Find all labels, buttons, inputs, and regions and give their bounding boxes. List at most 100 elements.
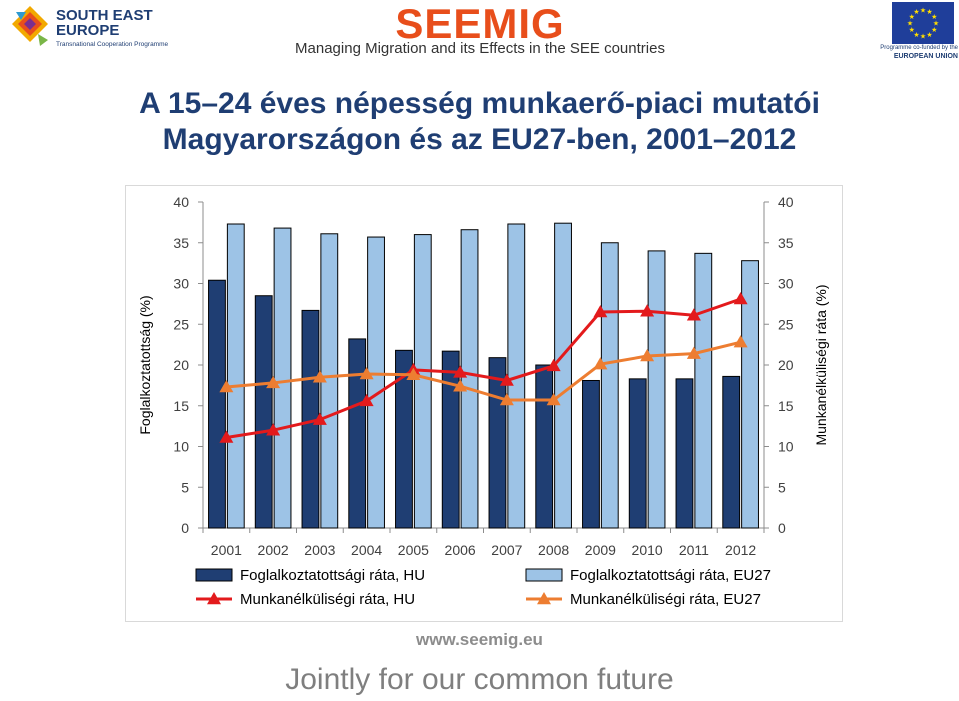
legend-unemployment-hu-label: Munkanélküliségi ráta, HU: [240, 591, 415, 608]
chart-frame: 0 0 5 5 10 10 15 15 20 20 25 25 30 30 35 35 40 40 2001 2002…: [125, 185, 843, 622]
bar-employment-hu: [675, 378, 694, 529]
see-logo-line2: EUROPE: [56, 22, 120, 39]
bar-employment-hu: [582, 379, 600, 529]
eu-star-icon: ★: [926, 8, 932, 16]
bar-employment-hu: [254, 295, 273, 529]
point-unemployment-hu: [312, 412, 327, 425]
page-title: A 15–24 éves népesség munkaerő-piaci mut…: [0, 86, 959, 158]
bar-employment-eu27: [741, 260, 759, 529]
eu-flag-logo: ★★★★★★★★★ ★ ★★: [892, 2, 954, 44]
point-unemployment-eu27: [546, 393, 561, 406]
y-tick-label-right: 10: [778, 439, 794, 455]
y-tick-label-right: 5: [778, 479, 786, 495]
eu-star-icon: ★: [926, 31, 932, 39]
page-title-line2: Magyarországon és az EU27-ben, 2001–2012: [162, 123, 797, 156]
x-tick-label: 2003: [304, 542, 335, 558]
bar-employment-hu: [628, 378, 647, 529]
bar-employment-eu27: [647, 250, 666, 529]
south-east-europe-logo: [12, 6, 48, 46]
seemig-logo-text: SEEMIG: [395, 2, 564, 42]
y-tick-label-left: 15: [173, 398, 189, 414]
bar-employment-eu27: [413, 234, 432, 529]
point-unemployment-eu27: [406, 367, 421, 381]
line-unemployment-eu27: [226, 340, 741, 402]
x-tick-label: 2005: [398, 542, 429, 558]
point-unemployment-hu: [453, 365, 468, 378]
x-tick-label: 2002: [258, 542, 289, 558]
point-unemployment-hu: [733, 291, 748, 305]
point-unemployment-hu: [499, 373, 514, 386]
y-tick-label-right: 15: [778, 398, 794, 414]
eu-star-icon: ★: [909, 26, 915, 34]
x-tick-label: 2010: [632, 542, 663, 558]
y-tick-label-left: 30: [173, 276, 189, 292]
y-tick-label-right: 35: [778, 235, 794, 251]
eu-star-icon: ★: [909, 13, 915, 21]
y-tick-label-left: 0: [181, 520, 189, 536]
point-unemployment-eu27: [733, 335, 748, 348]
eu-star-icon: ★: [933, 20, 939, 28]
bar-employment-hu: [535, 364, 554, 529]
point-unemployment-eu27: [499, 393, 514, 406]
y-tick-label-left: 20: [173, 357, 189, 373]
legend-employment-hu-swatch: [195, 568, 233, 582]
point-unemployment-hu: [686, 308, 701, 321]
employment-unemployment-chart: 0 0 5 5 10 10 15 15 20 20 25 25 30 30 35 35 40 40 2001 2002…: [137, 194, 829, 608]
bar-employment-hu: [488, 357, 507, 529]
y-axis-title-right: Munkanélküliségi ráta (%): [813, 284, 829, 445]
legend-employment-hu-label: Foglalkoztatottsági ráta, HU: [240, 567, 425, 584]
bar-employment-eu27: [554, 222, 572, 529]
bar-employment-hu: [395, 349, 413, 529]
page-title-line1: A 15–24 éves népesség munkaerő-piaci mut…: [139, 87, 820, 120]
see-logo-subtitle: Transnational Cooperation Programme: [56, 41, 169, 48]
eu-star-icon: ★: [931, 26, 937, 34]
bar-employment-eu27: [600, 242, 619, 529]
point-unemployment-eu27: [593, 357, 608, 370]
website-link[interactable]: www.seemig.eu: [416, 630, 543, 649]
point-unemployment-hu: [219, 430, 234, 443]
legend-employment-eu27-swatch: [525, 568, 563, 582]
point-unemployment-hu: [266, 423, 281, 436]
bar-employment-hu: [208, 279, 226, 529]
header-tagline: Managing Migration and its Effects in th…: [295, 40, 665, 57]
bar-employment-hu: [348, 338, 367, 529]
point-unemployment-eu27: [686, 346, 701, 359]
x-tick-label: 2012: [725, 542, 756, 558]
point-unemployment-hu: [593, 305, 608, 318]
point-unemployment-eu27: [219, 380, 234, 393]
footer-slogan: Jointly for our common future: [285, 663, 674, 696]
see-logo-text: SOUTH EAST EUROPE: [56, 8, 153, 38]
x-tick-label: 2001: [211, 542, 242, 558]
legend-unemployment-eu27-label: Munkanélküliségi ráta, EU27: [570, 591, 761, 608]
legend-unemployment-eu27-marker: [537, 592, 551, 605]
point-unemployment-hu: [359, 393, 374, 407]
bar-employment-hu: [441, 350, 460, 529]
legend-employment-eu27-label: Foglalkoztatottsági ráta, EU27: [570, 567, 771, 584]
eu-star-icon: ★: [931, 13, 937, 21]
bar-employment-eu27: [273, 227, 292, 529]
point-unemployment-eu27: [640, 349, 655, 362]
eu-star-icon: ★: [913, 8, 919, 16]
eu-star-icon: ★: [920, 33, 926, 41]
y-tick-label-right: 40: [778, 194, 794, 210]
point-unemployment-eu27: [359, 366, 374, 380]
x-tick-label: 2006: [445, 542, 476, 558]
eu-name-text: EUROPEAN UNION: [893, 53, 958, 60]
point-unemployment-hu: [640, 304, 655, 317]
point-unemployment-eu27: [312, 370, 327, 383]
x-tick-label: 2008: [538, 542, 569, 558]
bar-employment-hu: [722, 375, 741, 529]
x-tick-label: 2009: [585, 542, 616, 558]
bar-employment-eu27: [226, 223, 245, 529]
bar-employment-eu27: [367, 236, 385, 529]
y-tick-label-right: 25: [778, 316, 794, 332]
y-tick-label-left: 25: [173, 316, 189, 332]
y-tick-label-left: 10: [173, 439, 189, 455]
eu-star-icon: ★: [913, 31, 919, 39]
x-tick-label: 2004: [351, 542, 382, 558]
x-tick-label: 2011: [679, 542, 709, 558]
x-tick-label: 2007: [491, 542, 522, 558]
bar-employment-eu27: [694, 252, 713, 529]
legend-unemployment-hu-marker: [207, 592, 221, 605]
eu-star-icon: ★: [920, 7, 926, 15]
